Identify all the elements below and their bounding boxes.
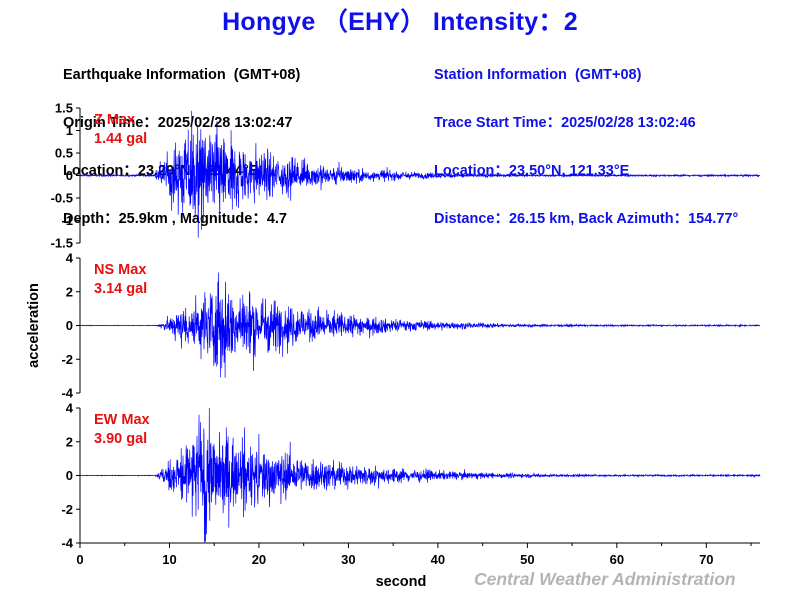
earthquake-info-header: Earthquake Information (GMT+08) [63, 67, 301, 83]
y-tick-label: -2 [61, 502, 73, 517]
y-tick-label: 0 [66, 318, 73, 333]
x-axis-label: second [376, 574, 427, 590]
y-tick-label: 1.5 [55, 101, 73, 116]
max-label-ew: EW Max [94, 412, 150, 428]
y-tick-label: 2 [66, 434, 73, 449]
y-tick-label: 2 [66, 284, 73, 299]
y-tick-label: 4 [66, 401, 74, 416]
max-value-ew: 3.90 gal [94, 431, 147, 447]
origin-time: Origin Time：2025/02/28 13:02:47 [63, 115, 293, 131]
max-value-z: 1.44 gal [94, 131, 147, 147]
trace-ew [79, 407, 761, 543]
x-tick-label: 30 [341, 552, 355, 567]
x-tick-label: 20 [252, 552, 266, 567]
y-tick-label: 0 [66, 168, 73, 183]
x-tick-label: 10 [162, 552, 176, 567]
y-tick-label: 0 [66, 468, 73, 483]
x-tick-label: 0 [76, 552, 83, 567]
earthquake-info: Earthquake Information (GMT+08) Origin T… [63, 35, 300, 243]
y-tick-label: -2 [61, 352, 73, 367]
y-tick-label: -1 [61, 213, 73, 228]
y-tick-label: 4 [66, 251, 74, 266]
y-axis-label: acceleration [26, 283, 42, 368]
max-value-ns: 3.14 gal [94, 281, 147, 297]
y-tick-label: -4 [61, 536, 73, 551]
depth-magnitude: Depth：25.9km , Magnitude：4.7 [63, 211, 287, 227]
x-tick-label: 60 [610, 552, 624, 567]
station-info: Station Information (GMT+08) Trace Start… [434, 35, 738, 243]
trace-start-time: Trace Start Time：2025/02/28 13:02:46 [434, 115, 696, 131]
y-tick-label: 1 [66, 123, 73, 138]
x-tick-label: 70 [699, 552, 713, 567]
y-tick-label: -1.5 [51, 236, 73, 251]
station-info-header: Station Information (GMT+08) [434, 67, 642, 83]
trace-ns [79, 272, 761, 378]
x-tick-label: 50 [520, 552, 534, 567]
credit-label: Central Weather Administration [474, 569, 736, 589]
max-label-z: Z Max [94, 112, 135, 128]
chart-title: Hongye （EHY） Intensity：2 [222, 8, 578, 36]
y-tick-label: 0.5 [55, 146, 73, 161]
trace-z [79, 110, 761, 238]
y-tick-label: -0.5 [51, 191, 73, 206]
x-tick-label: 40 [431, 552, 445, 567]
max-label-ns: NS Max [94, 262, 146, 278]
y-tick-label: -4 [61, 386, 73, 401]
distance-azimuth: Distance：26.15 km, Back Azimuth：154.77° [434, 211, 739, 227]
